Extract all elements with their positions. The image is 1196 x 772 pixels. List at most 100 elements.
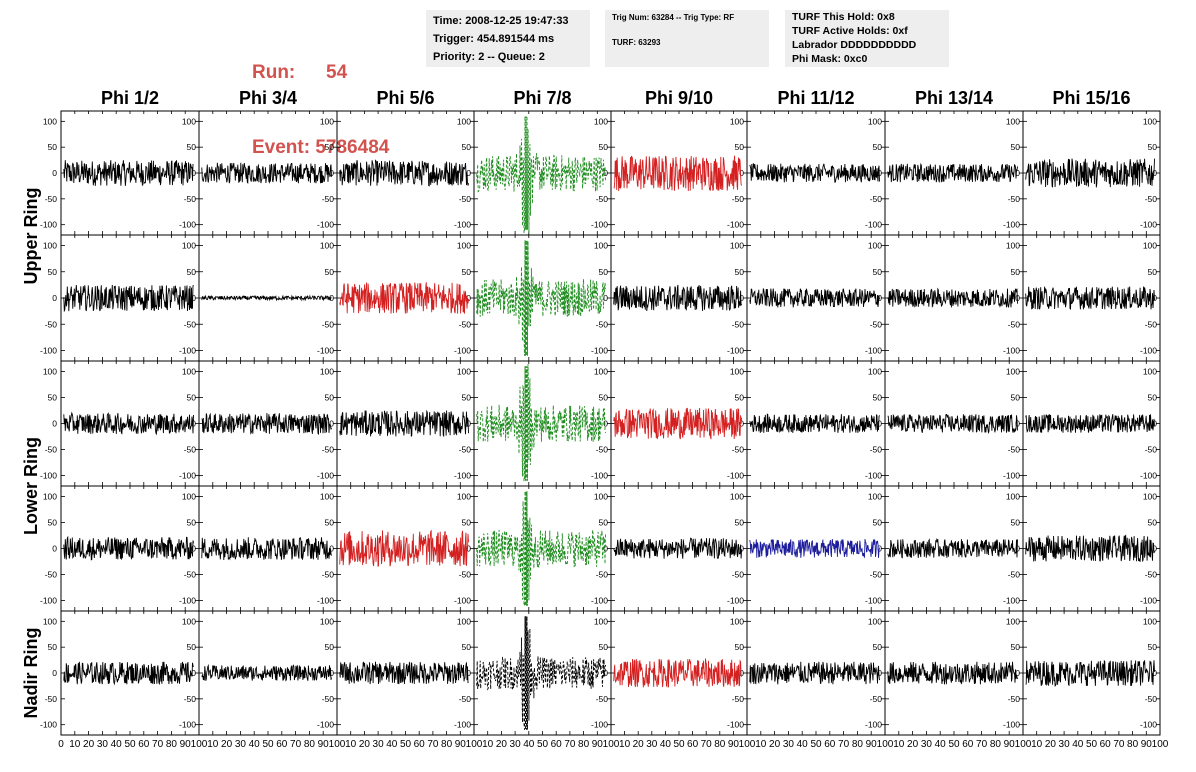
y-tick-label: 100 xyxy=(457,491,471,501)
y-tick-label: -50 xyxy=(45,319,58,329)
column-header: Phi 11/12 xyxy=(777,88,854,108)
labrador-text: Labrador DDDDDDDDDD xyxy=(792,39,917,51)
y-tick-label: 50 xyxy=(735,392,745,402)
y-tick-label: -100 xyxy=(317,720,334,730)
y-tick-label: 100 xyxy=(182,491,196,501)
x-tick-label: 70 xyxy=(290,739,302,750)
y-tick-label: -50 xyxy=(596,445,609,455)
y-tick-label: -100 xyxy=(179,720,196,730)
waveform-trace xyxy=(476,116,606,233)
x-tick-label: 40 xyxy=(249,739,261,750)
y-tick-label: 50 xyxy=(1148,517,1158,527)
column-header: Phi 13/14 xyxy=(915,88,993,108)
y-tick-label: 0 xyxy=(466,668,471,678)
y-tick-label: -50 xyxy=(184,570,197,580)
x-tick-label: 60 xyxy=(824,739,836,750)
y-tick-label: -50 xyxy=(1008,694,1021,704)
y-tick-label: 0 xyxy=(329,668,334,678)
x-tick-label: 50 xyxy=(537,739,549,750)
x-tick-label: 100 xyxy=(191,739,208,750)
y-tick-label: -100 xyxy=(727,346,744,356)
panel-frame xyxy=(884,485,1024,612)
y-tick-label: -50 xyxy=(1145,319,1158,329)
y-tick-label: -50 xyxy=(184,319,197,329)
waveform-trace xyxy=(476,491,606,606)
y-tick-label: -50 xyxy=(870,570,883,580)
y-tick-label: 100 xyxy=(43,491,57,501)
x-tick-label: 70 xyxy=(838,739,850,750)
y-tick-label: 50 xyxy=(462,392,472,402)
x-tick-label: 60 xyxy=(551,739,563,750)
y-tick-label: -50 xyxy=(45,445,58,455)
y-tick-label: 0 xyxy=(52,168,57,178)
x-tick-label: 30 xyxy=(510,739,522,750)
y-tick-label: -50 xyxy=(459,445,472,455)
y-tick-label: 0 xyxy=(191,668,196,678)
x-tick-label: 40 xyxy=(386,739,398,750)
waveform-trace xyxy=(887,162,1018,183)
y-tick-label: -50 xyxy=(45,194,58,204)
y-tick-label: -100 xyxy=(1003,346,1020,356)
y-tick-label: -50 xyxy=(322,445,335,455)
time-text: Time: 2008-12-25 19:47:33 xyxy=(433,15,569,27)
x-tick-label: 60 xyxy=(1100,739,1112,750)
y-tick-label: 100 xyxy=(457,241,471,251)
column-header: Phi 7/8 xyxy=(513,88,571,108)
y-tick-label: 50 xyxy=(187,142,197,152)
y-tick-label: -50 xyxy=(1008,445,1021,455)
x-tick-label: 70 xyxy=(564,739,576,750)
x-tick-label: 100 xyxy=(877,739,894,750)
x-tick-label: 90 xyxy=(592,739,604,750)
y-tick-label: -50 xyxy=(1145,445,1158,455)
y-tick-label: 50 xyxy=(599,642,609,652)
trig-num-text: Trig Num: 63284 -- Trig Type: RF xyxy=(612,13,735,22)
column-header: Phi 1/2 xyxy=(101,88,159,108)
y-tick-label: -100 xyxy=(179,346,196,356)
x-tick-label: 100 xyxy=(329,739,346,750)
y-tick-label: 100 xyxy=(730,491,744,501)
y-tick-label: -50 xyxy=(459,694,472,704)
y-tick-label: 0 xyxy=(191,419,196,429)
x-tick-label: 60 xyxy=(687,739,699,750)
panel-frame xyxy=(1022,485,1161,612)
y-tick-label: 50 xyxy=(1011,267,1021,277)
x-tick-label: 90 xyxy=(728,739,740,750)
waveform-trace xyxy=(749,661,880,685)
waveform-trace xyxy=(63,661,194,686)
x-tick-label: 90 xyxy=(455,739,467,750)
x-tick-label: 0 xyxy=(58,739,64,750)
y-tick-label: 50 xyxy=(48,392,58,402)
y-tick-label: -50 xyxy=(870,445,883,455)
y-tick-label: 50 xyxy=(599,142,609,152)
y-tick-label: -100 xyxy=(179,596,196,606)
y-tick-label: -100 xyxy=(40,596,57,606)
x-tick-label: 50 xyxy=(810,739,822,750)
waveform-trace xyxy=(63,284,194,313)
y-tick-label: 100 xyxy=(1143,616,1157,626)
y-tick-label: -100 xyxy=(1140,720,1157,730)
y-tick-label: 50 xyxy=(735,517,745,527)
y-tick-label: 50 xyxy=(462,267,472,277)
x-tick-label: 20 xyxy=(769,739,781,750)
x-tick-label: 20 xyxy=(633,739,645,750)
y-tick-label: 100 xyxy=(320,116,334,126)
y-tick-label: -100 xyxy=(454,596,471,606)
x-tick-label: 100 xyxy=(466,739,483,750)
y-tick-label: -100 xyxy=(40,720,57,730)
y-tick-label: -50 xyxy=(1145,694,1158,704)
y-tick-label: 50 xyxy=(1011,392,1021,402)
x-tick-label: 20 xyxy=(359,739,371,750)
y-tick-label: 0 xyxy=(1015,293,1020,303)
y-tick-label: 0 xyxy=(603,168,608,178)
phi-mask-text: Phi Mask: 0xc0 xyxy=(792,53,868,65)
waveform-trace xyxy=(201,663,332,682)
waveform-trace xyxy=(1025,158,1155,188)
y-tick-label: 50 xyxy=(462,142,472,152)
y-tick-label: -100 xyxy=(727,720,744,730)
waveform-trace xyxy=(1025,286,1155,310)
y-tick-label: 0 xyxy=(1015,544,1020,554)
y-tick-label: -100 xyxy=(454,720,471,730)
y-tick-label: -50 xyxy=(732,570,745,580)
waveform-trace xyxy=(887,661,1018,685)
